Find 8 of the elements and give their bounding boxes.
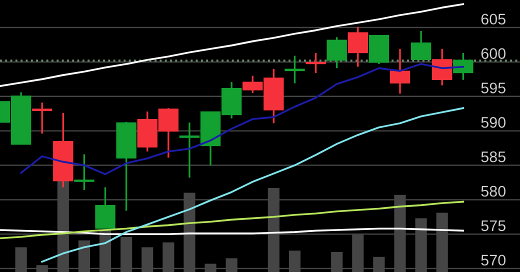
y-tick-label: 580 (481, 186, 506, 197)
y-tick-label: 605 (481, 14, 506, 25)
y-tick-label: 585 (481, 151, 506, 162)
y-tick-label: 595 (481, 82, 506, 94)
y-tick-label: 600 (481, 48, 506, 59)
y-tick-label: 575 (481, 220, 506, 232)
y-tick-label: 570 (481, 254, 506, 266)
y-tick-label: 590 (481, 116, 506, 128)
